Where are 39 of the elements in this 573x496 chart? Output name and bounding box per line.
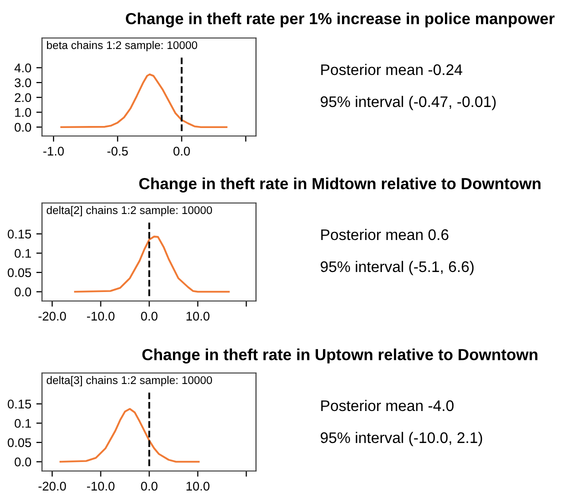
line-series bbox=[60, 408, 200, 463]
line-series bbox=[60, 73, 228, 128]
chart-subtitle: beta chains 1:2 sample: 10000 bbox=[46, 40, 198, 52]
x-tick-label: 10.0 bbox=[186, 312, 210, 321]
y-tick-label: 0.15 bbox=[8, 400, 32, 409]
x-tick-label: 0.0 bbox=[173, 146, 190, 156]
x-tick-label: -10.0 bbox=[87, 312, 114, 321]
x-tick-label: 0.0 bbox=[141, 312, 158, 321]
text: Posterior mean 0.6 bbox=[321, 228, 448, 240]
x-tick-label: -10.0 bbox=[87, 482, 114, 491]
chart-subtitle: delta[2] chains 1:2 sample: 10000 bbox=[46, 206, 212, 216]
x-tick-label: -0.5 bbox=[107, 146, 128, 156]
y-tick-label: 0.1 bbox=[14, 418, 31, 428]
text: 95% interval (-10.0, 2.1) bbox=[320, 432, 482, 446]
y-tick-label: 3.0 bbox=[14, 78, 32, 88]
text: 95% interval (-0.47, -0.01) bbox=[320, 96, 496, 110]
text: Posterior mean -4.0 bbox=[321, 400, 454, 412]
y-tick-label: 0.15 bbox=[8, 230, 32, 239]
text: Change in theft rate in Midtown relative to Downtown bbox=[139, 178, 540, 192]
y-tick-label: 0.05 bbox=[8, 268, 32, 278]
y-tick-label: 0.1 bbox=[14, 248, 31, 258]
text: Posterior mean -0.24 bbox=[321, 64, 462, 76]
y-tick-label: 2.0 bbox=[14, 93, 32, 102]
x-tick-label: -20.0 bbox=[38, 312, 66, 321]
y-tick-label: 0.0 bbox=[14, 458, 32, 466]
y-tick-label: 0.0 bbox=[14, 288, 32, 296]
y-tick-label: 0.0 bbox=[14, 122, 32, 132]
y-tick-label: 1.0 bbox=[15, 108, 32, 117]
text: Change in theft rate per 1% increase in police manpower bbox=[126, 12, 555, 28]
text: Change in theft rate in Uptown relative to Downtown bbox=[142, 348, 538, 364]
x-tick-label: 0.0 bbox=[141, 482, 158, 491]
x-tick-label: -20.0 bbox=[38, 482, 66, 491]
text: 95% interval (-5.1, 6.6) bbox=[320, 260, 474, 276]
x-tick-label: -1.0 bbox=[43, 146, 64, 156]
y-tick-label: 0.05 bbox=[8, 438, 32, 448]
chart-subtitle: delta[3] chains 1:2 sample: 10000 bbox=[46, 376, 212, 386]
line-series bbox=[74, 236, 230, 293]
x-tick-label: 10.0 bbox=[186, 482, 210, 491]
y-tick-label: 4.0 bbox=[14, 64, 32, 72]
